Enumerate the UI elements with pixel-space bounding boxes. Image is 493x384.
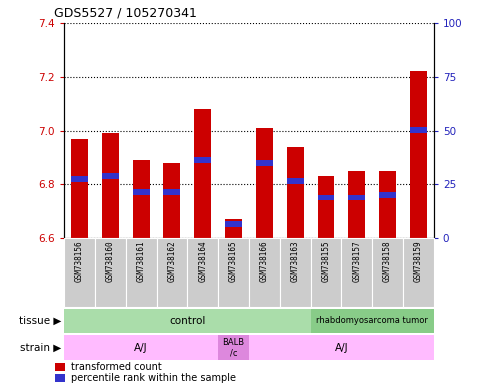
Text: GSM738158: GSM738158 — [383, 240, 392, 282]
Text: GSM738160: GSM738160 — [106, 240, 115, 282]
Bar — [225, 222, 242, 227]
Bar — [133, 160, 149, 238]
Text: GSM738159: GSM738159 — [414, 240, 423, 282]
Bar — [372, 238, 403, 307]
Bar — [410, 127, 427, 133]
Bar — [64, 238, 95, 307]
Text: GSM738155: GSM738155 — [321, 240, 330, 282]
Bar — [311, 238, 341, 307]
Bar — [249, 336, 434, 359]
Bar — [194, 157, 211, 163]
Text: GSM738156: GSM738156 — [75, 240, 84, 282]
Bar — [287, 147, 304, 238]
Text: GSM738165: GSM738165 — [229, 240, 238, 282]
Text: GSM738157: GSM738157 — [352, 240, 361, 282]
Bar — [379, 171, 396, 238]
Text: percentile rank within the sample: percentile rank within the sample — [71, 373, 236, 383]
Bar — [102, 173, 119, 179]
Bar — [256, 128, 273, 238]
Bar — [349, 195, 365, 200]
Bar — [317, 195, 334, 200]
Text: tissue ▶: tissue ▶ — [19, 316, 62, 326]
Bar — [341, 238, 372, 307]
Bar — [71, 139, 88, 238]
Bar — [379, 192, 396, 198]
Bar — [133, 189, 149, 195]
Bar — [311, 309, 434, 333]
Bar — [218, 238, 249, 307]
Text: A/J: A/J — [134, 343, 148, 353]
Bar — [194, 109, 211, 238]
Bar — [218, 336, 249, 359]
Bar — [403, 238, 434, 307]
Bar — [280, 238, 311, 307]
Text: GDS5527 / 105270341: GDS5527 / 105270341 — [54, 6, 197, 19]
Text: A/J: A/J — [335, 343, 348, 353]
Bar — [71, 176, 88, 182]
Bar — [55, 374, 65, 382]
Bar — [64, 336, 218, 359]
Bar — [225, 219, 242, 238]
Bar — [256, 160, 273, 166]
Bar — [126, 238, 157, 307]
Text: GSM738163: GSM738163 — [291, 240, 300, 282]
Bar — [410, 71, 427, 238]
Bar — [164, 163, 180, 238]
Text: GSM738162: GSM738162 — [168, 240, 176, 282]
Bar — [102, 133, 119, 238]
Text: GSM738164: GSM738164 — [198, 240, 207, 282]
Text: rhabdomyosarcoma tumor: rhabdomyosarcoma tumor — [317, 316, 428, 325]
Text: transformed count: transformed count — [71, 362, 162, 372]
Bar — [164, 189, 180, 195]
Text: BALB
/c: BALB /c — [222, 338, 245, 357]
Bar — [249, 238, 280, 307]
Bar — [64, 309, 311, 333]
Bar — [55, 363, 65, 371]
Text: control: control — [169, 316, 206, 326]
Text: strain ▶: strain ▶ — [20, 343, 62, 353]
Text: GSM738166: GSM738166 — [260, 240, 269, 282]
Bar — [95, 238, 126, 307]
Text: GSM738161: GSM738161 — [137, 240, 145, 282]
Bar — [317, 176, 334, 238]
Bar — [157, 238, 187, 307]
Bar — [187, 238, 218, 307]
Bar — [349, 171, 365, 238]
Bar — [287, 179, 304, 184]
